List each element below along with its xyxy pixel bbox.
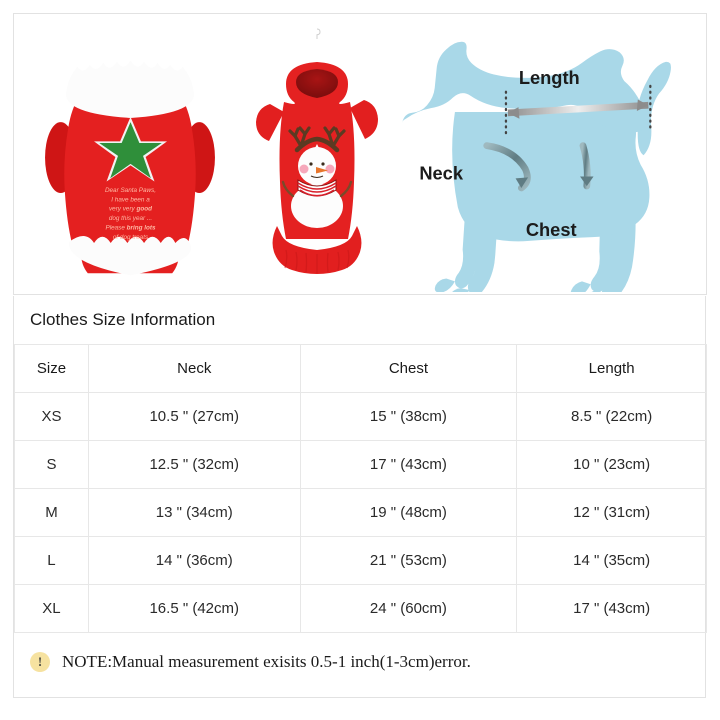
svg-text:Neck: Neck bbox=[419, 162, 464, 183]
svg-text:very very good: very very good bbox=[109, 206, 152, 213]
svg-text:dog this year ...: dog this year ... bbox=[109, 215, 152, 222]
svg-text:Length: Length bbox=[519, 67, 580, 88]
svg-text:of dog treats: of dog treats bbox=[113, 234, 149, 241]
svg-text:Please bring lots: Please bring lots bbox=[105, 225, 156, 232]
svg-text:Dear Santa Paws,: Dear Santa Paws, bbox=[105, 187, 156, 194]
svg-text:Chest: Chest bbox=[526, 219, 577, 240]
svg-text:I have been a: I have been a bbox=[111, 196, 150, 203]
